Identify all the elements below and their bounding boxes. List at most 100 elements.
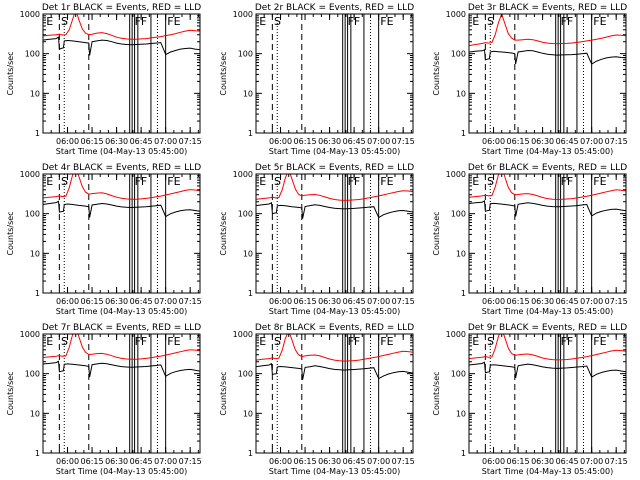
panel-title: Det 7r BLACK = Events, RED = LLD (42, 323, 201, 333)
marker-label-ff: FF (348, 15, 361, 28)
y-tick-label: 100 (238, 210, 253, 219)
x-tick-label: 06:30 (318, 297, 341, 306)
y-tick-label: 1000 (446, 330, 466, 339)
x-tick-label: 07:15 (179, 297, 202, 306)
marker-label-ff: FF (135, 15, 148, 28)
x-tick-label: 06:00 (482, 137, 505, 146)
x-tick-label: 06:45 (130, 297, 153, 306)
x-tick-label: 06:00 (56, 457, 79, 466)
x-tick-label: 07:00 (580, 297, 603, 306)
x-tick-label: 06:15 (294, 297, 317, 306)
x-axis-label: Start Time (04-May-13 05:45:00) (482, 467, 613, 476)
marker-label-fe: FE (380, 15, 393, 28)
panel-det-5r: Det 5r BLACK = Events, RED = LLD E S FF FE 1 1… (219, 163, 415, 316)
marker-label-fe: FE (593, 175, 606, 188)
series-events-line (43, 36, 200, 56)
x-tick-label: 06:15 (294, 137, 317, 146)
y-axis-label: Counts/sec (432, 371, 441, 415)
y-tick-label: 10 (456, 249, 466, 258)
marker-label-fe: FE (380, 335, 393, 348)
plot-frame (468, 173, 627, 294)
panel-title: Det 5r BLACK = Events, RED = LLD (255, 163, 414, 173)
plot-frame (42, 333, 201, 454)
series-lld-line (256, 174, 413, 201)
y-tick-label: 1000 (20, 330, 40, 339)
y-tick-label: 100 (451, 370, 466, 379)
marker-label-fe: FE (167, 335, 180, 348)
y-tick-label: 1 (248, 129, 253, 138)
y-tick-label: 1000 (446, 10, 466, 19)
series-lld-line (469, 334, 626, 361)
x-tick-label: 06:15 (81, 137, 104, 146)
x-tick-label: 06:30 (105, 137, 128, 146)
x-axis-label: Start Time (04-May-13 05:45:00) (269, 307, 400, 316)
y-tick-label: 100 (25, 210, 40, 219)
marker-label-s: S (274, 175, 281, 188)
x-tick-label: 06:45 (556, 457, 579, 466)
marker-label-ff: FF (135, 335, 148, 348)
plot-frame (255, 173, 414, 294)
x-tick-label: 07:00 (154, 297, 177, 306)
marker-label-e: E (46, 175, 53, 188)
marker-label-e: E (259, 15, 266, 28)
marker-label-ff: FF (561, 335, 574, 348)
marker-label-e: E (46, 335, 53, 348)
x-axis-label: Start Time (04-May-13 05:45:00) (269, 467, 400, 476)
x-tick-label: 07:00 (367, 297, 390, 306)
marker-label-fe: FE (167, 175, 180, 188)
panel-title: Det 4r BLACK = Events, RED = LLD (42, 163, 201, 173)
y-axis-label: Counts/sec (219, 211, 228, 255)
marker-label-e: E (472, 335, 479, 348)
marker-label-s: S (487, 175, 494, 188)
marker-label-fe: FE (380, 175, 393, 188)
marker-label-s: S (61, 175, 68, 188)
x-tick-label: 06:15 (507, 297, 530, 306)
x-tick-label: 07:15 (392, 297, 415, 306)
plot-frame (42, 13, 201, 134)
x-tick-label: 06:45 (343, 457, 366, 466)
x-tick-label: 06:45 (130, 137, 153, 146)
marker-label-fe: FE (593, 15, 606, 28)
x-axis-label: Start Time (04-May-13 05:45:00) (269, 147, 400, 156)
x-tick-label: 06:45 (556, 297, 579, 306)
plot-frame (468, 13, 627, 134)
panel-title: Det 9r BLACK = Events, RED = LLD (468, 323, 627, 333)
panel-det-7r: Det 7r BLACK = Events, RED = LLD E S FF FE 1 1… (6, 323, 202, 476)
x-tick-label: 07:15 (605, 137, 628, 146)
x-tick-label: 06:45 (556, 137, 579, 146)
y-tick-label: 10 (30, 89, 40, 98)
series-lld-line (43, 334, 200, 360)
x-tick-label: 06:45 (343, 137, 366, 146)
panel-title: Det 3r BLACK = Events, RED = LLD (468, 3, 627, 13)
x-tick-label: 07:15 (605, 457, 628, 466)
x-tick-label: 07:00 (154, 457, 177, 466)
marker-label-e: E (259, 175, 266, 188)
panel-det-1r: Det 1r BLACK = Events, RED = LLD E S FF FE 1 1… (6, 3, 202, 156)
series-lld-line (43, 174, 200, 200)
x-tick-label: 06:30 (531, 297, 554, 306)
series-events-line (469, 361, 626, 379)
y-tick-label: 1000 (233, 330, 253, 339)
series-events-line (256, 362, 413, 380)
marker-label-e: E (46, 15, 53, 28)
marker-label-s: S (61, 15, 68, 28)
y-axis-label: Counts/sec (219, 51, 228, 95)
x-tick-label: 06:00 (269, 457, 292, 466)
y-tick-label: 10 (456, 409, 466, 418)
x-tick-label: 07:15 (392, 137, 415, 146)
y-tick-label: 1000 (233, 10, 253, 19)
series-events-line (469, 200, 626, 217)
x-tick-label: 07:00 (580, 137, 603, 146)
x-tick-label: 07:00 (367, 457, 390, 466)
panel-det-9r: Det 9r BLACK = Events, RED = LLD E S FF FE 1 1… (432, 323, 628, 476)
marker-label-ff: FF (348, 335, 361, 348)
panel-det-4r: Det 4r BLACK = Events, RED = LLD E S FF FE 1 1… (6, 163, 202, 316)
x-tick-label: 06:00 (269, 137, 292, 146)
marker-label-s: S (274, 15, 281, 28)
y-tick-label: 1 (35, 449, 40, 458)
y-tick-label: 1000 (446, 170, 466, 179)
y-axis-label: Counts/sec (432, 51, 441, 95)
y-tick-label: 1 (248, 289, 253, 298)
y-tick-label: 100 (451, 50, 466, 59)
